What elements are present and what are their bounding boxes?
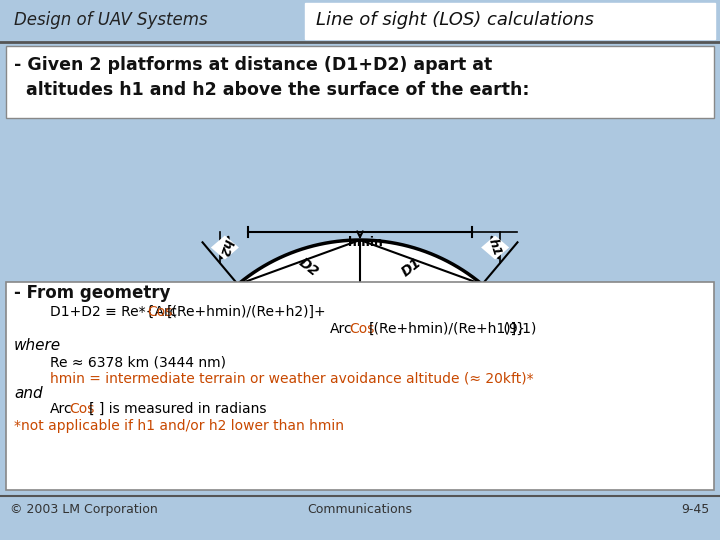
Text: Communications: Communications xyxy=(307,503,413,516)
Text: *not applicable if h1 and/or h2 lower than hmin: *not applicable if h1 and/or h2 lower th… xyxy=(14,419,344,433)
Text: Re: Re xyxy=(372,353,392,367)
Text: hmin = intermediate terrain or weather avoidance altitude (≈ 20kft)*: hmin = intermediate terrain or weather a… xyxy=(50,371,534,385)
Text: Arc: Arc xyxy=(50,402,73,416)
FancyBboxPatch shape xyxy=(6,46,714,118)
Text: D1: D1 xyxy=(398,255,423,279)
Text: Arc: Arc xyxy=(330,322,353,336)
Polygon shape xyxy=(170,240,550,440)
Text: Cos: Cos xyxy=(148,305,173,319)
Text: 9-45: 9-45 xyxy=(682,503,710,516)
Polygon shape xyxy=(481,235,509,260)
Text: Re ≈ 6378 km (3444 nm): Re ≈ 6378 km (3444 nm) xyxy=(50,355,226,369)
Text: - Given 2 platforms at distance (D1+D2) apart at: - Given 2 platforms at distance (D1+D2) … xyxy=(14,56,492,74)
Text: © 2003 LM Corporation: © 2003 LM Corporation xyxy=(10,503,158,516)
Text: D1+D2 ≡ Re*{Arc: D1+D2 ≡ Re*{Arc xyxy=(50,305,177,319)
Text: - From geometry: - From geometry xyxy=(14,284,171,302)
Text: [ ] is measured in radians: [ ] is measured in radians xyxy=(89,402,266,416)
Text: hmin: hmin xyxy=(348,236,382,249)
Text: altitudes h1 and h2 above the surface of the earth:: altitudes h1 and h2 above the surface of… xyxy=(14,81,529,99)
Text: Cos: Cos xyxy=(70,402,95,416)
FancyBboxPatch shape xyxy=(6,282,714,490)
Text: Line of sight (LOS) calculations: Line of sight (LOS) calculations xyxy=(316,11,594,29)
Text: D2: D2 xyxy=(297,255,322,279)
Text: and: and xyxy=(14,386,42,401)
Text: (9.1): (9.1) xyxy=(499,322,536,336)
Text: Design of UAV Systems: Design of UAV Systems xyxy=(14,11,207,29)
Text: [(Re+hmin)/(Re+h2)]+: [(Re+hmin)/(Re+h2)]+ xyxy=(167,305,327,319)
Polygon shape xyxy=(211,235,239,260)
Text: h2: h2 xyxy=(216,237,234,258)
Text: [(Re+hmin)/(Re+h1)]}: [(Re+hmin)/(Re+h1)]} xyxy=(369,322,526,336)
FancyBboxPatch shape xyxy=(305,3,715,39)
Text: Cos: Cos xyxy=(349,322,375,336)
Text: h1: h1 xyxy=(486,237,504,258)
Text: where: where xyxy=(14,338,61,353)
